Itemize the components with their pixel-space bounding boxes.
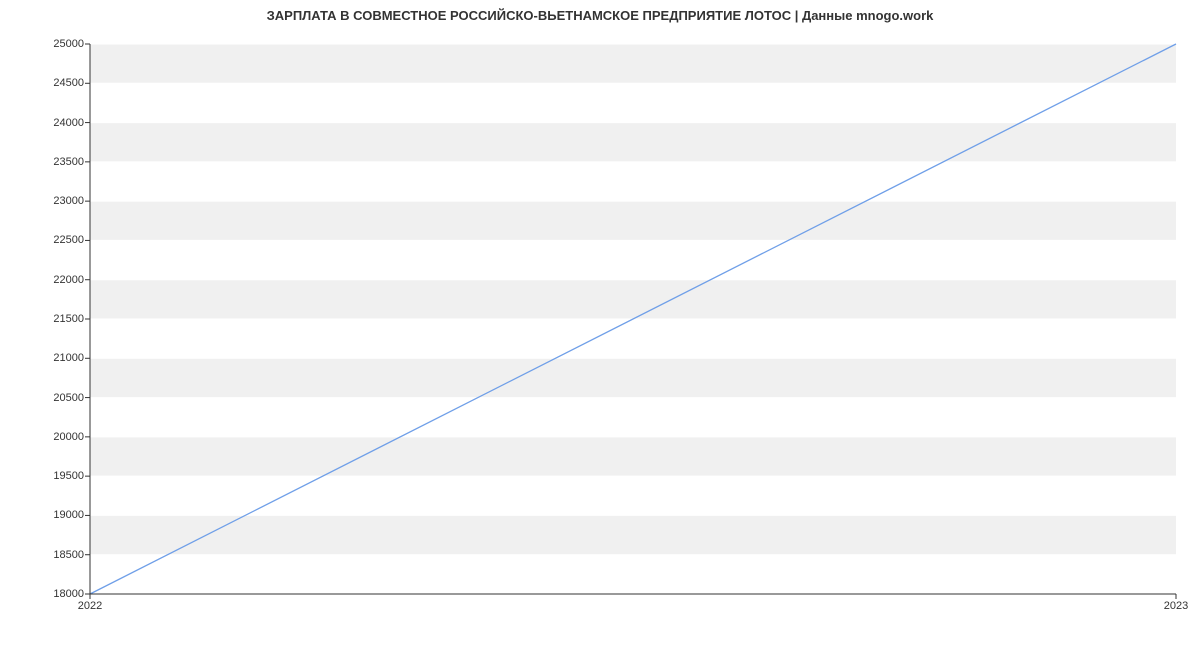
x-tick-label: 2023 bbox=[1164, 594, 1188, 612]
y-tick-label: 19500 bbox=[53, 470, 90, 482]
y-tick-label: 21000 bbox=[53, 352, 90, 364]
x-tick-label: 2022 bbox=[78, 594, 102, 612]
chart-title: ЗАРПЛАТА В СОВМЕСТНОЕ РОССИЙСКО-ВЬЕТНАМС… bbox=[0, 8, 1200, 23]
y-tick-label: 20000 bbox=[53, 431, 90, 443]
y-tick-label: 24000 bbox=[53, 117, 90, 129]
y-tick-label: 18500 bbox=[53, 549, 90, 561]
y-tick-label: 22500 bbox=[53, 234, 90, 246]
y-tick-label: 24500 bbox=[53, 77, 90, 89]
chart-svg bbox=[90, 44, 1176, 594]
y-tick-label: 19000 bbox=[53, 509, 90, 521]
plot-area: 1800018500190001950020000205002100021500… bbox=[90, 44, 1176, 594]
y-tick-label: 20500 bbox=[53, 392, 90, 404]
y-tick-label: 23500 bbox=[53, 156, 90, 168]
y-tick-label: 25000 bbox=[53, 38, 90, 50]
y-tick-label: 21500 bbox=[53, 313, 90, 325]
y-tick-label: 22000 bbox=[53, 274, 90, 286]
y-tick-label: 23000 bbox=[53, 195, 90, 207]
